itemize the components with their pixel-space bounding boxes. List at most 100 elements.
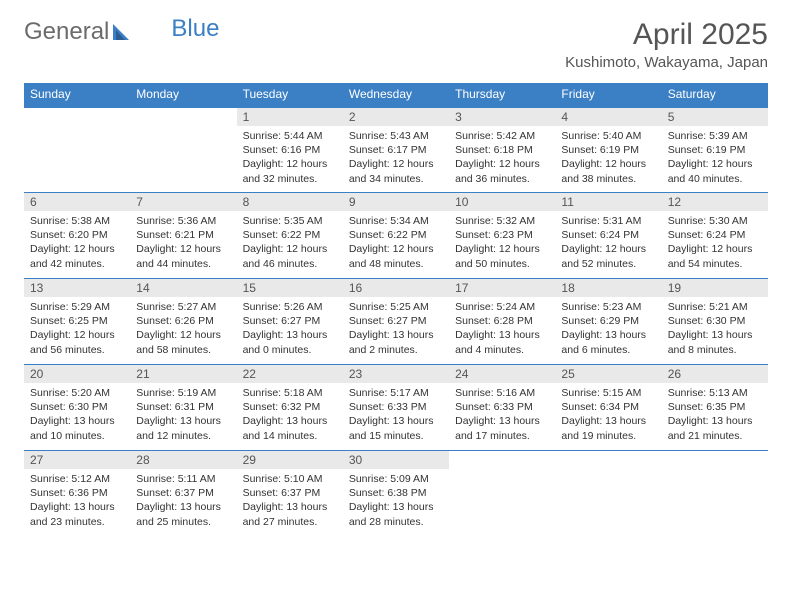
header: General Blue April 2025 Kushimoto, Wakay… [24,18,768,71]
calendar-week-row: 27Sunrise: 5:12 AMSunset: 6:36 PMDayligh… [24,450,768,536]
day-number [662,450,768,455]
sunrise-text: Sunrise: 5:43 AM [349,129,443,143]
weekday-header: Wednesday [343,83,449,106]
sunset-text: Sunset: 6:23 PM [455,228,549,242]
day-number [449,450,555,455]
sunrise-text: Sunrise: 5:19 AM [136,386,230,400]
daylight-text: Daylight: 13 hours and 19 minutes. [561,414,655,442]
location: Kushimoto, Wakayama, Japan [565,54,768,71]
daylight-text: Daylight: 13 hours and 0 minutes. [243,328,337,356]
sunrise-text: Sunrise: 5:26 AM [243,300,337,314]
sunset-text: Sunset: 6:19 PM [668,143,762,157]
logo: General Blue [24,18,219,46]
calendar-cell: 3Sunrise: 5:42 AMSunset: 6:18 PMDaylight… [449,106,555,192]
day-data: Sunrise: 5:44 AMSunset: 6:16 PMDaylight:… [237,126,343,192]
calendar-cell: 6Sunrise: 5:38 AMSunset: 6:20 PMDaylight… [24,192,130,278]
day-number: 15 [237,278,343,297]
sunset-text: Sunset: 6:35 PM [668,400,762,414]
sunrise-text: Sunrise: 5:29 AM [30,300,124,314]
calendar-cell: 12Sunrise: 5:30 AMSunset: 6:24 PMDayligh… [662,192,768,278]
calendar-cell: 29Sunrise: 5:10 AMSunset: 6:37 PMDayligh… [237,450,343,536]
sunset-text: Sunset: 6:30 PM [30,400,124,414]
day-data: Sunrise: 5:09 AMSunset: 6:38 PMDaylight:… [343,469,449,535]
day-data: Sunrise: 5:34 AMSunset: 6:22 PMDaylight:… [343,211,449,277]
day-number: 23 [343,364,449,383]
calendar-week-row: 1Sunrise: 5:44 AMSunset: 6:16 PMDaylight… [24,106,768,192]
calendar-cell: 8Sunrise: 5:35 AMSunset: 6:22 PMDaylight… [237,192,343,278]
daylight-text: Daylight: 12 hours and 56 minutes. [30,328,124,356]
sunset-text: Sunset: 6:31 PM [136,400,230,414]
sunrise-text: Sunrise: 5:20 AM [30,386,124,400]
sunrise-text: Sunrise: 5:40 AM [561,129,655,143]
daylight-text: Daylight: 13 hours and 14 minutes. [243,414,337,442]
day-number: 19 [662,278,768,297]
daylight-text: Daylight: 13 hours and 27 minutes. [243,500,337,528]
day-number [555,450,661,455]
daylight-text: Daylight: 13 hours and 25 minutes. [136,500,230,528]
day-number: 12 [662,192,768,211]
calendar-cell: 13Sunrise: 5:29 AMSunset: 6:25 PMDayligh… [24,278,130,364]
daylight-text: Daylight: 12 hours and 52 minutes. [561,242,655,270]
day-data: Sunrise: 5:36 AMSunset: 6:21 PMDaylight:… [130,211,236,277]
calendar-cell: 19Sunrise: 5:21 AMSunset: 6:30 PMDayligh… [662,278,768,364]
sunset-text: Sunset: 6:19 PM [561,143,655,157]
calendar-cell: 5Sunrise: 5:39 AMSunset: 6:19 PMDaylight… [662,106,768,192]
day-data: Sunrise: 5:40 AMSunset: 6:19 PMDaylight:… [555,126,661,192]
day-data: Sunrise: 5:11 AMSunset: 6:37 PMDaylight:… [130,469,236,535]
daylight-text: Daylight: 13 hours and 15 minutes. [349,414,443,442]
sunrise-text: Sunrise: 5:30 AM [668,214,762,228]
day-data: Sunrise: 5:17 AMSunset: 6:33 PMDaylight:… [343,383,449,449]
daylight-text: Daylight: 12 hours and 48 minutes. [349,242,443,270]
sunset-text: Sunset: 6:21 PM [136,228,230,242]
daylight-text: Daylight: 13 hours and 17 minutes. [455,414,549,442]
calendar-week-row: 20Sunrise: 5:20 AMSunset: 6:30 PMDayligh… [24,364,768,450]
day-data: Sunrise: 5:21 AMSunset: 6:30 PMDaylight:… [662,297,768,363]
sunset-text: Sunset: 6:20 PM [30,228,124,242]
sunrise-text: Sunrise: 5:21 AM [668,300,762,314]
sunrise-text: Sunrise: 5:18 AM [243,386,337,400]
day-number: 7 [130,192,236,211]
month-title: April 2025 [565,18,768,52]
daylight-text: Daylight: 12 hours and 34 minutes. [349,157,443,185]
calendar-cell: 24Sunrise: 5:16 AMSunset: 6:33 PMDayligh… [449,364,555,450]
daylight-text: Daylight: 12 hours and 38 minutes. [561,157,655,185]
sunset-text: Sunset: 6:28 PM [455,314,549,328]
sunset-text: Sunset: 6:27 PM [243,314,337,328]
calendar-cell: 7Sunrise: 5:36 AMSunset: 6:21 PMDaylight… [130,192,236,278]
weekday-header: Tuesday [237,83,343,106]
day-data: Sunrise: 5:31 AMSunset: 6:24 PMDaylight:… [555,211,661,277]
daylight-text: Daylight: 12 hours and 36 minutes. [455,157,549,185]
sunset-text: Sunset: 6:22 PM [349,228,443,242]
sunrise-text: Sunrise: 5:16 AM [455,386,549,400]
logo-text-gray: General [24,18,109,46]
calendar-cell: 25Sunrise: 5:15 AMSunset: 6:34 PMDayligh… [555,364,661,450]
calendar-week-row: 13Sunrise: 5:29 AMSunset: 6:25 PMDayligh… [24,278,768,364]
day-number: 8 [237,192,343,211]
day-number: 25 [555,364,661,383]
calendar-cell [130,106,236,192]
day-number [24,107,130,112]
daylight-text: Daylight: 13 hours and 12 minutes. [136,414,230,442]
day-number: 4 [555,107,661,126]
day-data: Sunrise: 5:32 AMSunset: 6:23 PMDaylight:… [449,211,555,277]
calendar-cell [24,106,130,192]
day-number: 9 [343,192,449,211]
calendar-cell: 21Sunrise: 5:19 AMSunset: 6:31 PMDayligh… [130,364,236,450]
sunset-text: Sunset: 6:18 PM [455,143,549,157]
daylight-text: Daylight: 13 hours and 28 minutes. [349,500,443,528]
sunset-text: Sunset: 6:24 PM [561,228,655,242]
title-block: April 2025 Kushimoto, Wakayama, Japan [565,18,768,71]
sunrise-text: Sunrise: 5:42 AM [455,129,549,143]
day-number: 24 [449,364,555,383]
sunrise-text: Sunrise: 5:15 AM [561,386,655,400]
weekday-header: Saturday [662,83,768,106]
day-data: Sunrise: 5:26 AMSunset: 6:27 PMDaylight:… [237,297,343,363]
calendar-cell: 4Sunrise: 5:40 AMSunset: 6:19 PMDaylight… [555,106,661,192]
sunset-text: Sunset: 6:37 PM [243,486,337,500]
sunset-text: Sunset: 6:33 PM [349,400,443,414]
daylight-text: Daylight: 12 hours and 40 minutes. [668,157,762,185]
sunrise-text: Sunrise: 5:35 AM [243,214,337,228]
day-data: Sunrise: 5:29 AMSunset: 6:25 PMDaylight:… [24,297,130,363]
sunrise-text: Sunrise: 5:25 AM [349,300,443,314]
sunset-text: Sunset: 6:32 PM [243,400,337,414]
